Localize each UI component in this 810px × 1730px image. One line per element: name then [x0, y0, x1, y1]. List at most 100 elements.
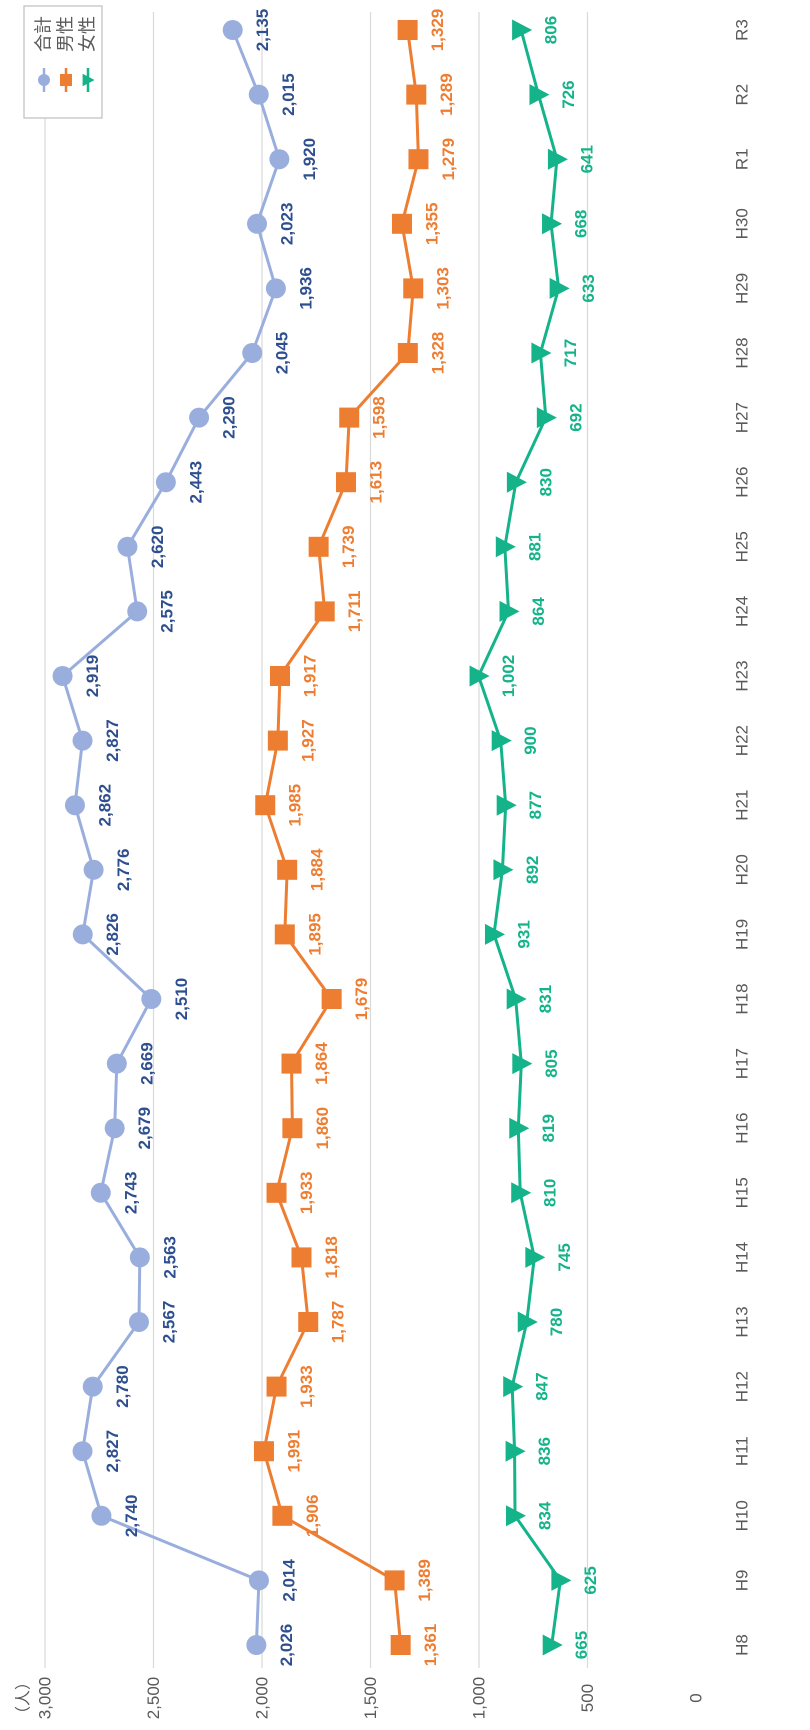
data-point-triangle: [506, 988, 527, 1010]
data-label: 717: [561, 339, 580, 367]
data-label: 625: [581, 1566, 600, 1594]
data-point-square: [277, 859, 298, 880]
data-label: 1,936: [296, 267, 315, 310]
data-point-square: [274, 924, 295, 945]
data-label: 830: [536, 468, 555, 496]
data-label: 1,933: [297, 1172, 316, 1215]
data-label: 633: [579, 274, 598, 302]
data-point-circle: [265, 278, 286, 299]
data-point-square: [267, 730, 288, 751]
data-point-square: [335, 472, 356, 493]
gridlines: [44, 12, 589, 1668]
data-point-circle: [269, 149, 290, 170]
data-point-triangle: [493, 859, 514, 881]
category-tick-label: H17: [733, 1048, 752, 1079]
data-label: 2,290: [220, 396, 239, 439]
data-point-triangle: [491, 730, 512, 752]
data-label: 665: [572, 1631, 591, 1659]
category-tick-label: H19: [733, 919, 752, 950]
data-point-triangle: [547, 148, 568, 170]
data-point-square: [281, 1053, 302, 1074]
data-point-square: [272, 1505, 293, 1526]
data-point-circle: [82, 1376, 103, 1397]
category-tick-label: R2: [733, 84, 752, 106]
data-point-triangle: [536, 407, 557, 429]
series: [52, 19, 572, 1656]
data-label: 1,303: [434, 267, 453, 310]
value-tick-label: 2,000: [253, 1677, 272, 1720]
data-label: 2,826: [103, 913, 122, 956]
data-point-square: [403, 278, 424, 299]
data-point-triangle: [512, 19, 533, 41]
data-label: 931: [514, 920, 533, 948]
data-label: 1,864: [312, 1042, 331, 1085]
axes: 0 500 1,000 1,500 2,000 2,500 3,000（人） H8 H9 H10 H…: [14, 19, 752, 1722]
data-label: 2,045: [273, 332, 292, 375]
data-label: 641: [577, 145, 596, 173]
data-label: 1,361: [421, 1624, 440, 1667]
value-tick-label: 500: [578, 1684, 597, 1712]
data-point-circle: [129, 1247, 150, 1268]
category-tick-label: H27: [733, 402, 752, 433]
data-label: 864: [529, 597, 548, 626]
data-label: 2,014: [279, 1559, 298, 1602]
data-label: 2,563: [160, 1236, 179, 1279]
data-point-triangle: [484, 923, 505, 945]
data-point-triangle: [506, 471, 527, 493]
data-label: 1,739: [339, 526, 358, 569]
data-point-circle: [91, 1505, 112, 1526]
legend-box: [23, 5, 103, 119]
data-point-triangle: [506, 1505, 527, 1527]
legend-entry: 男性: [56, 16, 77, 52]
data-label: 1,884: [308, 848, 327, 891]
data-label: 881: [525, 533, 544, 561]
data-point-circle: [104, 1118, 125, 1139]
category-tick-label: H10: [733, 1500, 752, 1531]
value-tick-label: 2,500: [144, 1677, 163, 1720]
data-label: 805: [542, 1049, 561, 1077]
data-point-square: [308, 536, 329, 557]
data-label: 2,776: [114, 849, 133, 892]
category-tick-label: H16: [733, 1113, 752, 1144]
value-tick-label: 1,000: [470, 1677, 489, 1720]
data-point-triangle: [511, 1182, 532, 1204]
data-point-circle: [38, 74, 50, 86]
data-label: 1,598: [370, 396, 389, 439]
data-label: 819: [539, 1114, 558, 1142]
data-point-square: [266, 1182, 287, 1203]
data-point-triangle: [517, 1311, 538, 1333]
data-point-circle: [52, 666, 73, 686]
data-label: 726: [559, 80, 578, 108]
data-point-circle: [90, 1182, 111, 1203]
data-label: 836: [535, 1437, 554, 1465]
category-tick-label: H11: [733, 1436, 752, 1466]
data-point-circle: [247, 213, 268, 234]
data-label: 1,927: [298, 719, 317, 762]
category-tick-label: H9: [733, 1570, 752, 1592]
data-label: 2,135: [253, 9, 272, 52]
data-point-circle: [128, 1312, 149, 1332]
data-point-square: [60, 74, 72, 86]
value-tick-label: 3,000: [36, 1677, 55, 1720]
category-tick-label: H18: [733, 983, 752, 1014]
data-label: 892: [523, 856, 542, 884]
data-label: 1,679: [352, 978, 371, 1021]
data-label: 834: [536, 1501, 555, 1530]
data-point-circle: [127, 601, 148, 622]
legend: 合計 男性 女性: [23, 5, 103, 119]
data-point-square: [255, 795, 276, 816]
data-point-circle: [117, 536, 138, 557]
data-label: 1,818: [322, 1236, 341, 1279]
data-label: 847: [533, 1372, 552, 1400]
data-point-circle: [72, 730, 93, 751]
data-point-circle: [83, 859, 104, 880]
data-label: 2,827: [103, 1430, 122, 1473]
legend-entry: 女性: [78, 16, 99, 52]
data-point-square: [253, 1441, 274, 1462]
data-point-triangle: [525, 1246, 546, 1268]
data-point-circle: [155, 472, 176, 493]
data-label: 2,510: [172, 978, 191, 1021]
data-label: 1,355: [422, 203, 441, 246]
data-label: 2,679: [135, 1107, 154, 1150]
data-point-square: [266, 1376, 287, 1397]
